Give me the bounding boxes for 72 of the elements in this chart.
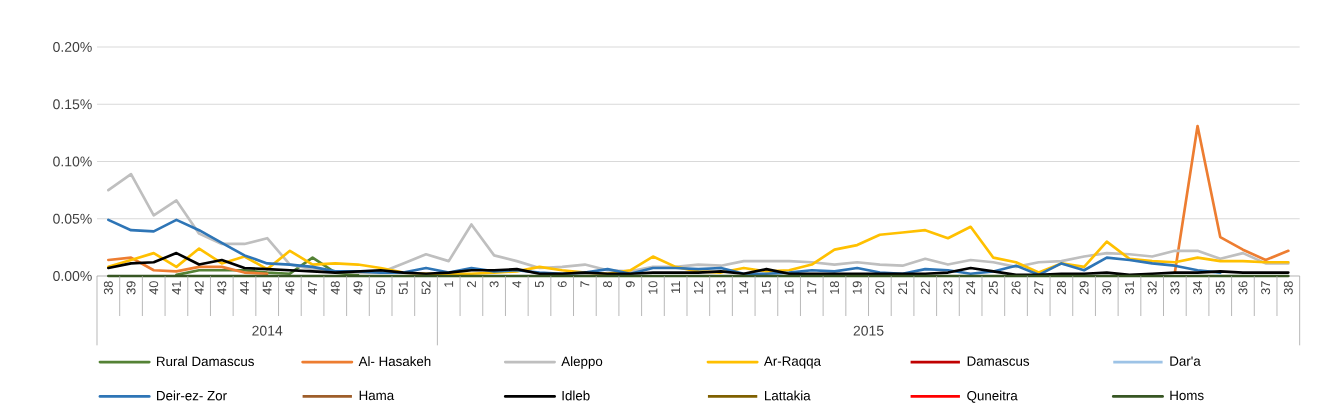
x-tick-label: 52 bbox=[421, 281, 431, 295]
legend-label: Quneitra bbox=[967, 390, 1018, 403]
x-tick-label: 24 bbox=[966, 281, 976, 295]
x-tick-label: 27 bbox=[1034, 281, 1044, 295]
x-tick-label: 20 bbox=[875, 281, 885, 295]
x-tick-label: 12 bbox=[693, 281, 703, 294]
legend-label: Damascus bbox=[967, 356, 1030, 366]
legend-label: Ar-Raqqa bbox=[763, 356, 821, 369]
x-tick-label: 25 bbox=[988, 281, 998, 295]
x-tick-label: 11 bbox=[671, 281, 680, 293]
x-tick-label: 34 bbox=[1193, 281, 1203, 295]
x-tick-label: 22 bbox=[920, 281, 930, 295]
x-tick-label: 13 bbox=[716, 281, 726, 294]
x-tick-label: 8 bbox=[603, 281, 613, 288]
text: 2015 bbox=[853, 325, 884, 336]
x-tick-label: 19 bbox=[852, 281, 862, 294]
x-tick-label: 39 bbox=[126, 281, 136, 295]
x-tick-label: 49 bbox=[353, 281, 363, 295]
x-tick-label: 4 bbox=[512, 281, 522, 288]
x-tick-label: 44 bbox=[240, 281, 249, 295]
x-tick-label: 26 bbox=[1011, 281, 1021, 295]
x-tick-label: 46 bbox=[285, 281, 295, 295]
x-tick-label: 6 bbox=[557, 281, 567, 288]
x-tick-label: 38 bbox=[1283, 281, 1293, 295]
x-tick-label: 17 bbox=[807, 281, 817, 294]
x-tick-label: 16 bbox=[784, 281, 794, 294]
x-tick-label: 2 bbox=[466, 281, 476, 288]
x-tick-label: 9 bbox=[625, 281, 635, 288]
x-tick-label: 1 bbox=[444, 281, 454, 287]
y-tick-label: 0.20% bbox=[53, 42, 92, 52]
x-tick-label: 37 bbox=[1261, 281, 1271, 295]
x-tick-label: 41 bbox=[172, 281, 181, 295]
y-tick-label: 0.10% bbox=[53, 156, 92, 167]
x-tick-label: 23 bbox=[943, 281, 953, 295]
text: 2014 bbox=[252, 325, 283, 336]
x-tick-label: 47 bbox=[308, 281, 317, 295]
x-tick-label: 40 bbox=[149, 281, 159, 295]
x-tick-label: 51 bbox=[398, 281, 408, 295]
x-tick-label: 33 bbox=[1170, 281, 1180, 295]
x-tick-label: 3 bbox=[489, 281, 499, 288]
x-tick-label: 36 bbox=[1238, 281, 1248, 295]
legend-label: Rural Damascus bbox=[157, 356, 254, 367]
legend-label: Idleb bbox=[562, 390, 590, 401]
x-tick-label: 50 bbox=[376, 281, 386, 295]
x-tick-label: 31 bbox=[1124, 281, 1134, 295]
x-tick-label: 48 bbox=[330, 281, 340, 295]
legend-label: Al- Hasakeh bbox=[358, 356, 431, 367]
x-tick-label: 28 bbox=[1056, 281, 1066, 295]
x-tick-label: 32 bbox=[1147, 281, 1157, 295]
x-tick-label: 21 bbox=[898, 281, 907, 295]
x-tick-label: 18 bbox=[830, 281, 839, 294]
x-tick-label: 38 bbox=[103, 281, 113, 295]
x-tick-label: 42 bbox=[194, 281, 204, 295]
x-tick-label: 7 bbox=[580, 281, 590, 288]
x-tick-label: 15 bbox=[761, 281, 771, 294]
x-tick-label: 14 bbox=[739, 281, 749, 294]
x-tick-label: 10 bbox=[648, 281, 658, 294]
x-tick-label: 5 bbox=[535, 281, 544, 288]
x-tick-label: 45 bbox=[262, 281, 272, 295]
legend-label: Deir-ez- Zor bbox=[157, 390, 227, 401]
legend-label: Lattakia bbox=[765, 390, 811, 401]
x-tick-label: 43 bbox=[217, 281, 227, 295]
y-tick-label: 0.05% bbox=[53, 213, 92, 224]
y-tick-label: 0.00% bbox=[53, 271, 92, 281]
legend-label: Homs bbox=[1170, 390, 1204, 401]
x-tick-label: 29 bbox=[1079, 281, 1089, 295]
legend-label: Dar'a bbox=[1170, 356, 1201, 366]
legend-label: Aleppo bbox=[561, 356, 603, 369]
x-tick-label: 30 bbox=[1102, 281, 1112, 295]
legend-label: Hama bbox=[359, 390, 395, 401]
x-tick-label: 35 bbox=[1215, 281, 1225, 295]
y-tick-label: 0.15% bbox=[53, 99, 92, 110]
